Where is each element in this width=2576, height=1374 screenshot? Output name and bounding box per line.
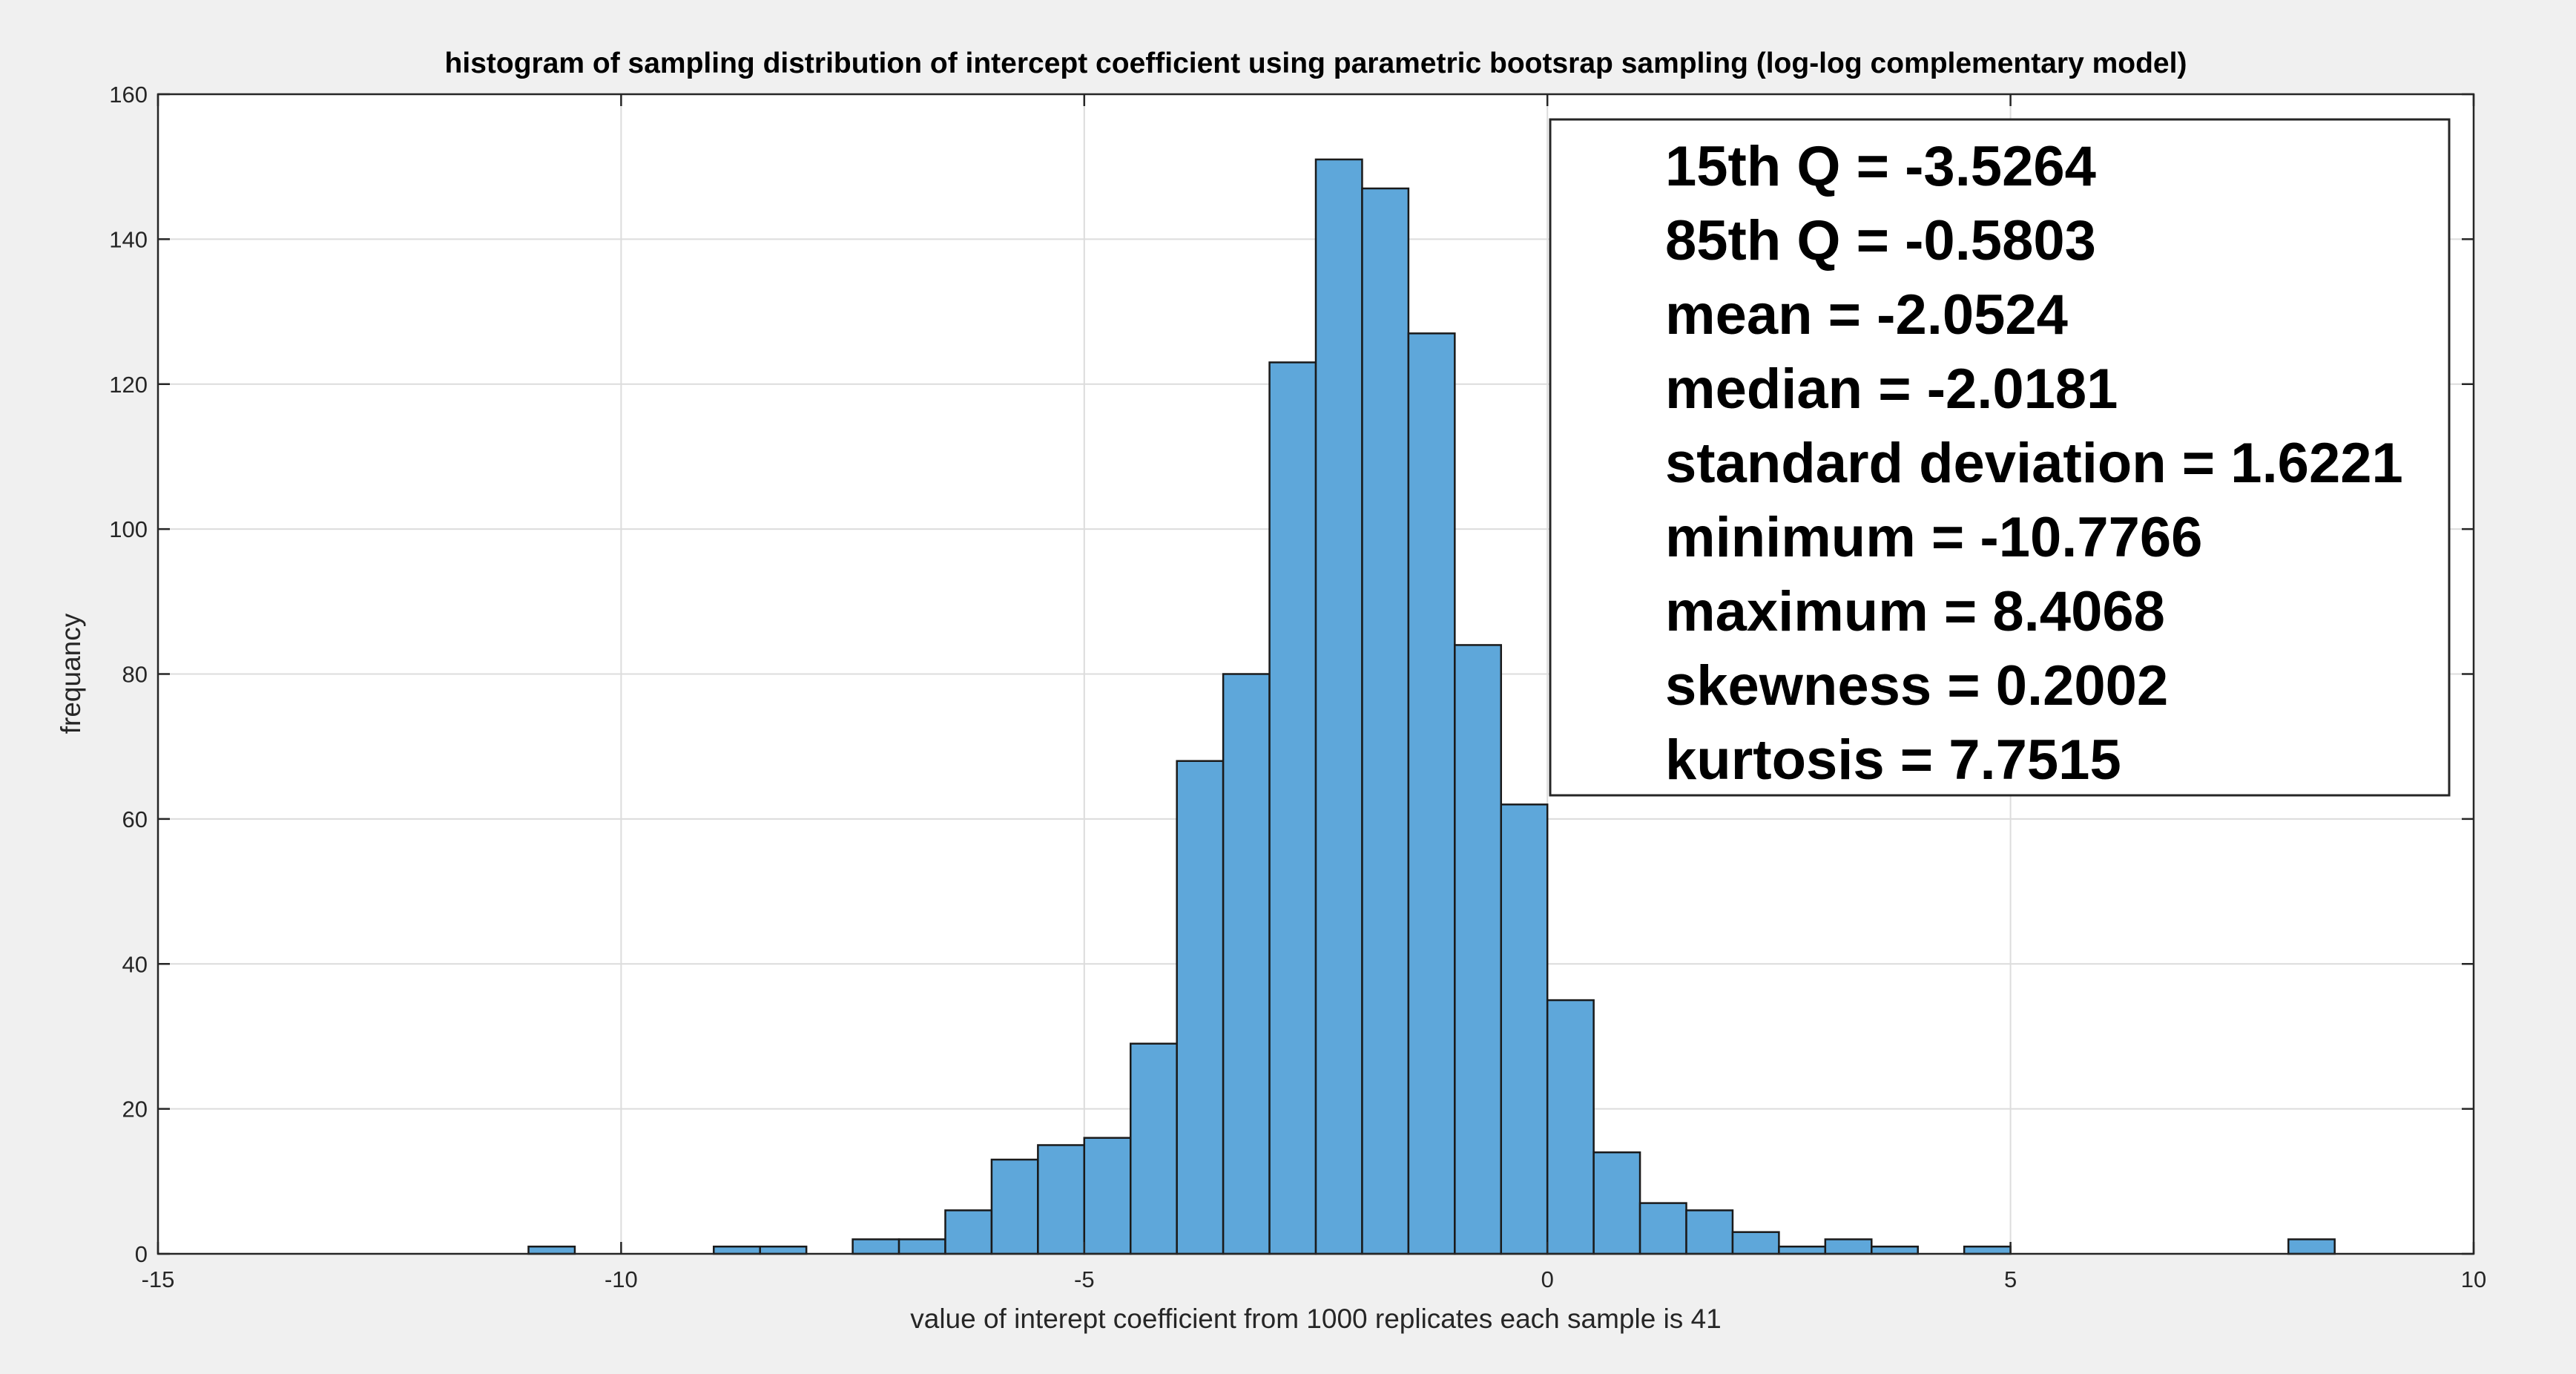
histogram-bar <box>1407 332 1456 1255</box>
x-tick-label: -15 <box>142 1266 175 1292</box>
histogram-bar <box>851 1238 900 1255</box>
histogram-bar <box>1176 760 1225 1255</box>
x-tick-label: 0 <box>1541 1266 1554 1292</box>
stats-line: 15th Q = -3.5264 <box>1665 135 2096 198</box>
chart-title: histogram of sampling distribution of in… <box>445 47 2187 79</box>
histogram-bar <box>990 1158 1039 1255</box>
y-tick-label: 20 <box>122 1097 148 1122</box>
histogram-bar <box>1963 1245 2012 1255</box>
histogram-bar <box>1500 803 1549 1255</box>
histogram-bars <box>527 158 2336 1255</box>
stats-line: mean = -2.0524 <box>1665 283 2068 346</box>
histogram-bar <box>1129 1042 1178 1255</box>
x-tick-label: -5 <box>1074 1266 1095 1292</box>
stats-annotation-box: 15th Q = -3.5264 85th Q = -0.5803 mean =… <box>1549 118 2451 797</box>
y-tick-label: 40 <box>122 951 148 977</box>
histogram-bar <box>1222 673 1271 1255</box>
stats-line: median = -2.0181 <box>1665 358 2118 421</box>
histogram-bar <box>1871 1245 1919 1255</box>
x-tick-label: 10 <box>2461 1266 2486 1292</box>
y-tick-label: 80 <box>122 662 148 688</box>
histogram-bar <box>944 1209 993 1255</box>
x-tick-labels: -15 -10 -5 0 5 10 <box>142 1266 2487 1292</box>
histogram-bar <box>1314 158 1363 1255</box>
y-tick-label: 60 <box>122 806 148 832</box>
y-axis-label: frequancy <box>56 613 86 734</box>
histogram-bar <box>2287 1238 2336 1255</box>
axis-ticks <box>157 93 2475 1255</box>
y-tick-label: 0 <box>135 1241 148 1267</box>
x-tick-label: -10 <box>605 1266 638 1292</box>
stats-box-frame <box>1549 118 2451 797</box>
histogram-bar <box>1268 361 1317 1255</box>
y-tick-label: 120 <box>109 372 148 398</box>
histogram-bar <box>1685 1209 1734 1255</box>
x-tick-label: 5 <box>2004 1266 2017 1292</box>
histogram-bar <box>897 1238 946 1255</box>
histogram-bar <box>1592 1151 1641 1255</box>
stats-line: maximum = 8.4068 <box>1665 580 2165 643</box>
stats-line: kurtosis = 7.7515 <box>1665 729 2121 792</box>
histogram-bar <box>1037 1144 1086 1255</box>
y-tick-label: 100 <box>109 516 148 542</box>
histogram-bar <box>713 1245 761 1255</box>
histogram-bar <box>1731 1231 1780 1255</box>
histogram-bar <box>1778 1245 1827 1255</box>
y-tick-label: 160 <box>109 82 148 108</box>
histogram-bar <box>1454 644 1503 1255</box>
stats-line: minimum = -10.7766 <box>1665 506 2202 569</box>
histogram-bar <box>1824 1238 1873 1255</box>
stats-line: 85th Q = -0.5803 <box>1665 209 2096 272</box>
axes-frame <box>157 93 2475 1255</box>
x-axis-label: value of interept coefficient from 1000 … <box>910 1304 1722 1334</box>
histogram-bar <box>759 1245 808 1255</box>
y-tick-label: 140 <box>109 226 148 252</box>
histogram-bar <box>1083 1137 1132 1255</box>
stats-line: standard deviation = 1.6221 <box>1665 432 2403 495</box>
histogram-bar <box>527 1245 576 1255</box>
histogram-bar <box>1361 187 1410 1255</box>
y-tick-labels: 0 20 40 60 80 100 120 140 160 <box>109 82 148 1267</box>
stats-line: skewness = 0.2002 <box>1665 654 2168 717</box>
histogram-bar <box>1546 999 1595 1255</box>
histogram-bar <box>1638 1202 1687 1255</box>
